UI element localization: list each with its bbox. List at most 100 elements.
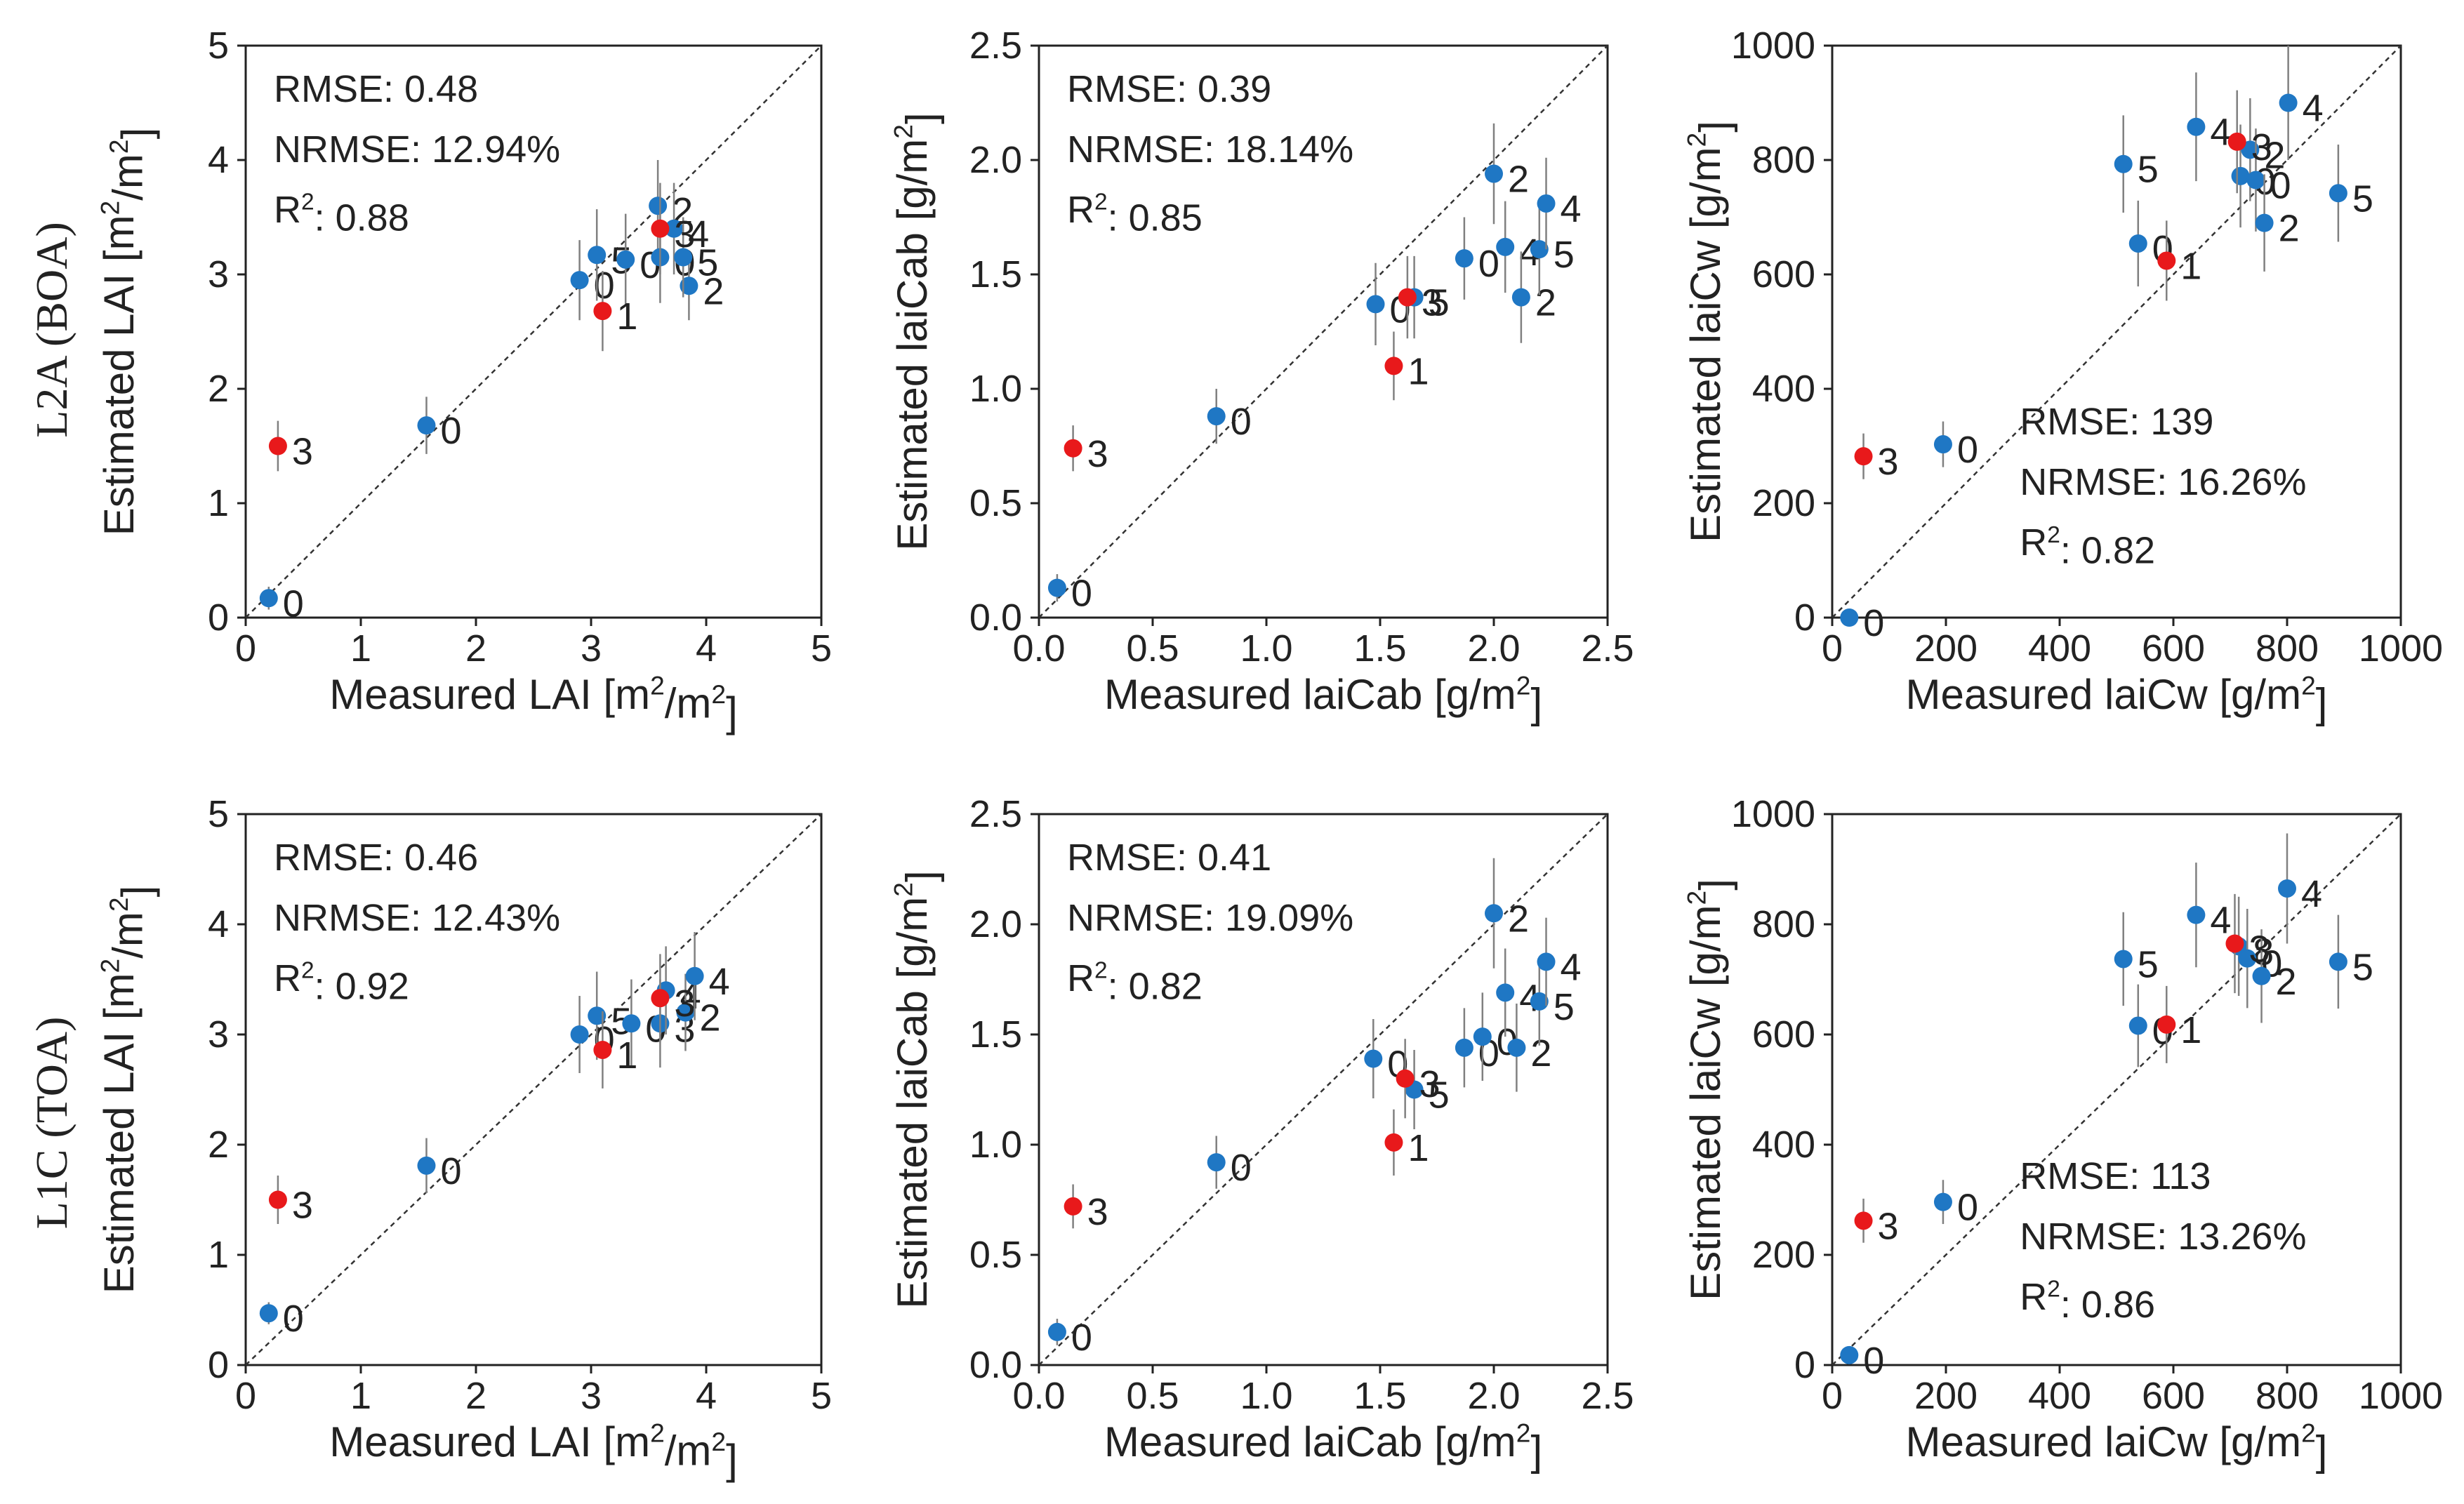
point-label: 3 [674, 983, 695, 1025]
point-blue [649, 197, 668, 215]
y-tick-label: 600 [1752, 253, 1815, 295]
x-axis-label: Measured laiCab [g/m2​] [1104, 671, 1542, 727]
point-blue [2114, 154, 2133, 173]
point-blue [1840, 1345, 1859, 1364]
point-blue [2187, 117, 2206, 136]
point-blue [2128, 234, 2147, 253]
row-label-0: L2A (BOA) [27, 222, 77, 438]
plot-frame [1038, 44, 1609, 619]
point-label: 1 [2180, 245, 2201, 287]
point-label: 0 [1071, 1317, 1092, 1359]
point-blue [665, 219, 684, 238]
x-tick-label: 1 [350, 627, 371, 670]
y-tick-label: 0.0 [969, 597, 1022, 639]
point-blue [2114, 950, 2133, 969]
chart-2: 0 200 400 600 800 100002004006008001000Measur… [1682, 25, 2444, 727]
y-tick-label: 1.0 [969, 1124, 1022, 1166]
y-tick-label: 2.0 [969, 139, 1022, 181]
point-blue [1047, 578, 1066, 597]
y-tick-label: 4 [208, 903, 229, 945]
x-tick-label: 1.0 [1240, 627, 1292, 670]
point-red [593, 1040, 612, 1059]
x-axis-label: Measured laiCw [g/m2​] [1906, 671, 2328, 727]
y-tick-label: 400 [1752, 368, 1815, 410]
point-label: 3 [1878, 441, 1899, 483]
y-tick-label: 3 [208, 1013, 229, 1056]
x-tick-label: 2.5 [1581, 1375, 1634, 1417]
chart-4: 0.0 0.5 1.0 1.5 2.0 2.5 0.0 0.5 1.0 1.5 2.0 2.5 Meas… [889, 793, 1634, 1475]
point-label: 0 [1957, 1187, 1978, 1229]
x-tick-label: 0.0 [1012, 627, 1065, 670]
point-label: 0 [1863, 602, 1884, 644]
point-red [2157, 251, 2176, 270]
x-tick-label: 0.5 [1126, 1375, 1179, 1417]
point-blue [417, 1156, 436, 1175]
point-label: 8 [2253, 931, 2274, 973]
point-red [1854, 447, 1873, 466]
point-red [2227, 132, 2246, 151]
y-tick-label: 3 [208, 253, 229, 295]
x-axis-label: Measured LAI [m2​/m2​] [329, 1418, 738, 1484]
point-blue [2187, 905, 2206, 924]
y-tick-label: 0.5 [969, 482, 1022, 524]
point-red [268, 437, 287, 455]
y-axis-label: Estimated laiCw [g/m2​] [1682, 879, 1738, 1300]
point-label: 5 [1554, 986, 1575, 1028]
point-blue [1840, 608, 1859, 627]
point-label: 3 [1087, 1191, 1108, 1233]
plot-frame [1831, 813, 2402, 1366]
x-tick-label: 0 [1822, 627, 1843, 670]
point-label: 1 [2180, 1009, 2201, 1051]
point-blue [2246, 171, 2265, 189]
x-tick-label: 1000 [2359, 627, 2443, 670]
point-label: 1 [1407, 1127, 1429, 1169]
point-blue [2238, 949, 2257, 968]
point-blue [1507, 1038, 1526, 1057]
x-tick-label: 3 [581, 1375, 602, 1417]
stat-text: NRMSE: 13.26% [2020, 1216, 2306, 1258]
stat-text: RMSE: 0.46 [274, 837, 478, 879]
stat-text: NRMSE: 12.43% [274, 897, 560, 939]
point-blue [1473, 1027, 1492, 1046]
point-label: 2 [699, 997, 720, 1039]
x-tick-label: 0 [235, 1375, 256, 1417]
point-label: 4 [2210, 112, 2231, 154]
point-blue [259, 1304, 278, 1323]
x-tick-label: 0 [235, 627, 256, 670]
point-red [593, 302, 612, 321]
point-label: 3 [2251, 126, 2272, 168]
y-tick-label: 2.5 [969, 25, 1022, 67]
x-tick-label: 600 [2142, 1375, 2205, 1417]
x-tick-label: 2.0 [1467, 1375, 1520, 1417]
chart-5: 0 200 400 600 800 100002004006008001000Measur… [1682, 793, 2444, 1475]
y-tick-label: 5 [208, 793, 229, 835]
plot-frame [1038, 813, 1609, 1366]
stat-text: RMSE: 0.48 [274, 68, 478, 110]
point-blue [1496, 237, 1515, 256]
point-label: 0 [1478, 243, 1499, 285]
point-red [1854, 1211, 1873, 1230]
point-blue [685, 966, 704, 985]
y-tick-label: 200 [1752, 1234, 1815, 1276]
point-label: 0 [283, 1298, 304, 1340]
point-label: 4 [2303, 88, 2324, 130]
y-axis-label: Estimated laiCab [g/m2​] [889, 870, 945, 1308]
point-red [1396, 1069, 1415, 1088]
x-tick-label: 200 [1914, 627, 1978, 670]
point-red [2225, 934, 2244, 953]
one-to-one-line [1038, 813, 1608, 1366]
x-tick-label: 0 [1822, 1375, 1843, 1417]
point-label: 0 [1863, 1340, 1884, 1382]
point-label: 3 [1087, 433, 1108, 475]
point-blue [1530, 240, 1549, 259]
x-tick-label: 1000 [2359, 1375, 2443, 1417]
y-tick-label: 5 [208, 25, 229, 67]
point-label: 5 [1429, 1074, 1450, 1117]
point-blue [674, 248, 693, 267]
point-blue [570, 271, 589, 290]
y-tick-label: 2.0 [969, 903, 1022, 945]
point-label: 0 [1231, 1147, 1252, 1189]
plot-frame [1831, 44, 2402, 619]
